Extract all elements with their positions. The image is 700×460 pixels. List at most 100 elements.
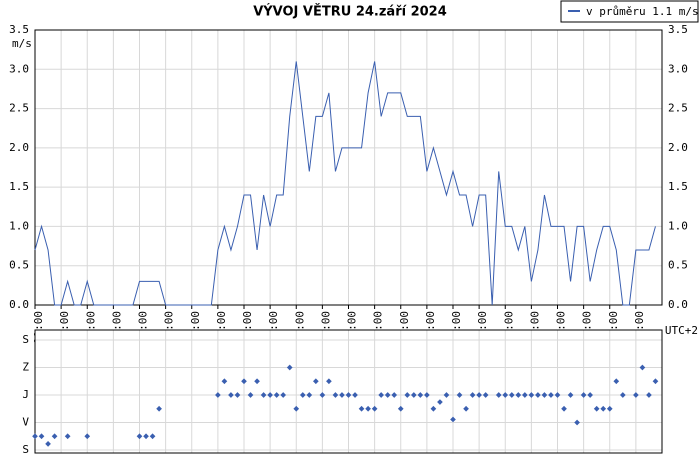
y-tick-label-right: 2.5 xyxy=(668,102,688,115)
direction-point xyxy=(306,392,313,398)
direction-point xyxy=(456,392,463,398)
y-tick-label-right: 3.0 xyxy=(668,62,688,75)
y-tick-label: 0.5 xyxy=(9,259,29,272)
plot-border xyxy=(34,29,663,306)
direction-point xyxy=(319,392,326,398)
direction-point xyxy=(580,392,587,398)
direction-point xyxy=(254,378,260,385)
direction-point xyxy=(410,392,417,398)
direction-point xyxy=(495,392,502,398)
chart-title: VÝVOJ VĚTRU 24.září 2024 xyxy=(253,4,447,20)
y-tick-label: 1.5 xyxy=(9,180,29,193)
direction-point xyxy=(528,392,535,398)
direction-point xyxy=(397,405,404,412)
direction-point xyxy=(463,405,469,412)
direction-point xyxy=(352,392,358,398)
direction-point xyxy=(619,392,626,398)
y-tick-label: 2.0 xyxy=(9,141,29,154)
y-tick-label: 2.5 xyxy=(9,102,29,115)
direction-point xyxy=(332,392,339,398)
direction-point xyxy=(391,392,398,398)
y-tick-label-right: 1.0 xyxy=(668,219,688,232)
direction-point xyxy=(313,378,319,385)
y-tick-label: S xyxy=(22,443,29,456)
direction-point xyxy=(143,433,149,440)
y-tick-label: 3.0 xyxy=(9,62,29,75)
legend-box xyxy=(560,0,699,23)
direction-point xyxy=(299,392,306,398)
direction-point xyxy=(437,399,443,405)
direction-point xyxy=(241,378,247,385)
y-tick-label-right: 0.0 xyxy=(668,298,688,311)
direction-point xyxy=(482,392,489,398)
direction-point xyxy=(404,392,411,398)
direction-point xyxy=(587,392,593,398)
direction-point xyxy=(339,392,345,398)
direction-point xyxy=(384,392,391,398)
direction-point xyxy=(600,405,607,412)
direction-point xyxy=(541,392,548,398)
direction-point xyxy=(84,433,91,440)
direction-point xyxy=(430,405,437,412)
y-tick-label-right: 1.5 xyxy=(668,180,688,193)
direction-point xyxy=(149,433,156,440)
plot-border xyxy=(34,329,663,454)
y-tick-label-right: 3.5 xyxy=(668,23,688,36)
direction-point xyxy=(326,378,332,385)
direction-point xyxy=(606,405,613,412)
direction-point xyxy=(64,433,71,440)
direction-point xyxy=(561,405,567,412)
direction-point xyxy=(293,405,300,412)
direction-point xyxy=(365,405,371,412)
direction-point xyxy=(535,392,541,398)
direction-point xyxy=(221,378,228,385)
direction-point xyxy=(260,392,267,398)
direction-point xyxy=(228,392,234,398)
direction-point xyxy=(267,392,273,398)
direction-point xyxy=(273,392,280,398)
direction-point xyxy=(633,392,639,398)
direction-point xyxy=(247,392,254,398)
direction-point xyxy=(593,405,600,412)
line-series xyxy=(34,61,656,306)
direction-point xyxy=(371,405,378,412)
direction-point xyxy=(417,392,424,398)
direction-point xyxy=(358,405,365,412)
y-tick-label-right: 0.5 xyxy=(668,259,688,272)
direction-point xyxy=(280,392,287,398)
direction-point xyxy=(443,392,450,398)
y-tick-label: 0.0 xyxy=(9,298,29,311)
direction-point xyxy=(522,392,528,398)
direction-point xyxy=(476,392,482,398)
direction-point xyxy=(156,405,162,412)
y-unit: m/s xyxy=(12,37,32,50)
y-tick-label: 1.0 xyxy=(9,219,29,232)
direction-point xyxy=(424,392,430,398)
y-tick-label: S xyxy=(22,333,29,346)
direction-point xyxy=(515,392,522,398)
direction-point xyxy=(450,416,456,423)
direction-point xyxy=(639,364,646,371)
direction-point xyxy=(613,378,620,385)
y-tick-label-right: 2.0 xyxy=(668,141,688,154)
direction-point xyxy=(286,364,293,371)
x-unit: UTC+2 xyxy=(665,324,698,337)
direction-point xyxy=(646,392,652,398)
y-tick-label: 3.5 xyxy=(9,23,29,36)
direction-point xyxy=(234,392,241,398)
direction-point xyxy=(567,392,574,398)
direction-point xyxy=(554,392,561,398)
y-tick-label: V xyxy=(22,416,29,429)
direction-point xyxy=(215,392,221,398)
direction-point xyxy=(508,392,515,398)
direction-point xyxy=(548,392,554,398)
direction-point xyxy=(378,392,384,398)
y-tick-label: Z xyxy=(22,361,29,374)
direction-point xyxy=(652,378,659,385)
direction-point xyxy=(574,419,580,426)
legend-label: v průměru 1.1 m/s xyxy=(586,5,699,18)
direction-point xyxy=(136,433,143,440)
direction-point xyxy=(469,392,476,398)
direction-point xyxy=(345,392,352,398)
